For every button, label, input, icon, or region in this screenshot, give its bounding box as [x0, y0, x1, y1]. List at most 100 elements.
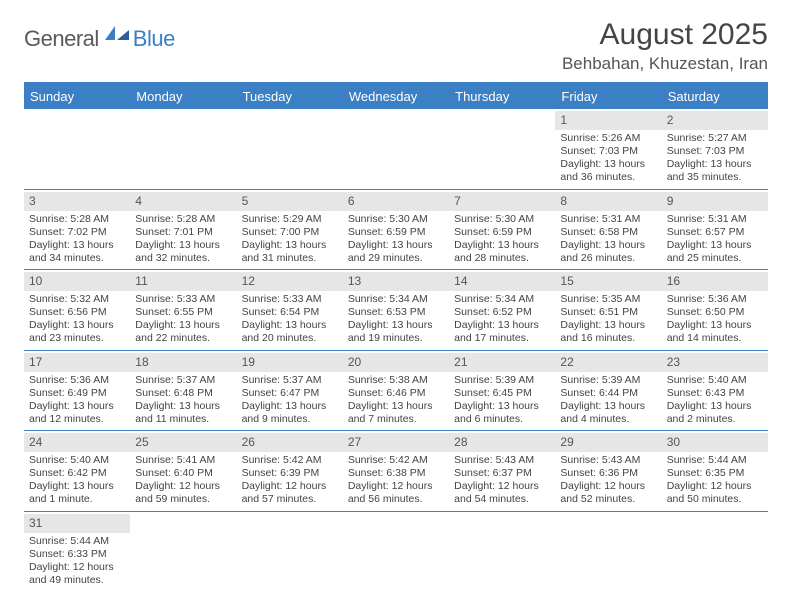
day-number: 23: [662, 353, 768, 372]
sunrise-line: Sunrise: 5:39 AM: [454, 374, 550, 387]
day-empty: [662, 512, 768, 592]
sunset-line: Sunset: 7:03 PM: [667, 145, 763, 158]
daylight-line: Daylight: 13 hours and 32 minutes.: [135, 239, 231, 265]
day-number: 30: [662, 433, 768, 452]
day-15: 15Sunrise: 5:35 AMSunset: 6:51 PMDayligh…: [555, 270, 661, 350]
sunrise-line: Sunrise: 5:38 AM: [348, 374, 444, 387]
sunset-line: Sunset: 6:48 PM: [135, 387, 231, 400]
title-block: August 2025 Behbahan, Khuzestan, Iran: [562, 18, 768, 74]
sunrise-line: Sunrise: 5:27 AM: [667, 132, 763, 145]
weekday-saturday: Saturday: [662, 84, 768, 109]
day-number: 20: [343, 353, 449, 372]
day-empty: [343, 109, 449, 189]
sunset-line: Sunset: 7:01 PM: [135, 226, 231, 239]
day-1: 1Sunrise: 5:26 AMSunset: 7:03 PMDaylight…: [555, 109, 661, 189]
daylight-line: Daylight: 13 hours and 29 minutes.: [348, 239, 444, 265]
day-number: 14: [449, 272, 555, 291]
sunrise-line: Sunrise: 5:40 AM: [29, 454, 125, 467]
day-number: 7: [449, 192, 555, 211]
day-11: 11Sunrise: 5:33 AMSunset: 6:55 PMDayligh…: [130, 270, 236, 350]
day-number: 8: [555, 192, 661, 211]
weekday-row: SundayMondayTuesdayWednesdayThursdayFrid…: [24, 84, 768, 109]
day-number: 11: [130, 272, 236, 291]
weekday-friday: Friday: [555, 84, 661, 109]
day-number: 22: [555, 353, 661, 372]
sunrise-line: Sunrise: 5:42 AM: [348, 454, 444, 467]
week-row: 1Sunrise: 5:26 AMSunset: 7:03 PMDaylight…: [24, 109, 768, 190]
daylight-line: Daylight: 13 hours and 20 minutes.: [242, 319, 338, 345]
week-row: 10Sunrise: 5:32 AMSunset: 6:56 PMDayligh…: [24, 270, 768, 351]
daylight-line: Daylight: 13 hours and 31 minutes.: [242, 239, 338, 265]
day-24: 24Sunrise: 5:40 AMSunset: 6:42 PMDayligh…: [24, 431, 130, 511]
day-31: 31Sunrise: 5:44 AMSunset: 6:33 PMDayligh…: [24, 512, 130, 592]
sunrise-line: Sunrise: 5:36 AM: [29, 374, 125, 387]
sunset-line: Sunset: 6:37 PM: [454, 467, 550, 480]
sunset-line: Sunset: 6:40 PM: [135, 467, 231, 480]
sunrise-line: Sunrise: 5:32 AM: [29, 293, 125, 306]
day-9: 9Sunrise: 5:31 AMSunset: 6:57 PMDaylight…: [662, 190, 768, 270]
location: Behbahan, Khuzestan, Iran: [562, 54, 768, 74]
day-number: 31: [24, 514, 130, 533]
sunset-line: Sunset: 6:49 PM: [29, 387, 125, 400]
sunrise-line: Sunrise: 5:41 AM: [135, 454, 231, 467]
day-number: 21: [449, 353, 555, 372]
weekday-wednesday: Wednesday: [343, 84, 449, 109]
sunrise-line: Sunrise: 5:29 AM: [242, 213, 338, 226]
sunset-line: Sunset: 6:58 PM: [560, 226, 656, 239]
day-23: 23Sunrise: 5:40 AMSunset: 6:43 PMDayligh…: [662, 351, 768, 431]
daylight-line: Daylight: 13 hours and 34 minutes.: [29, 239, 125, 265]
sunset-line: Sunset: 6:51 PM: [560, 306, 656, 319]
sunset-line: Sunset: 6:55 PM: [135, 306, 231, 319]
daylight-line: Daylight: 13 hours and 14 minutes.: [667, 319, 763, 345]
sunset-line: Sunset: 6:39 PM: [242, 467, 338, 480]
sunrise-line: Sunrise: 5:30 AM: [348, 213, 444, 226]
sunset-line: Sunset: 6:53 PM: [348, 306, 444, 319]
logo: General Blue: [24, 24, 175, 53]
day-4: 4Sunrise: 5:28 AMSunset: 7:01 PMDaylight…: [130, 190, 236, 270]
day-26: 26Sunrise: 5:42 AMSunset: 6:39 PMDayligh…: [237, 431, 343, 511]
weekday-tuesday: Tuesday: [237, 84, 343, 109]
day-empty: [449, 109, 555, 189]
logo-text-general: General: [24, 26, 99, 52]
day-number: 3: [24, 192, 130, 211]
daylight-line: Daylight: 13 hours and 23 minutes.: [29, 319, 125, 345]
sunset-line: Sunset: 6:47 PM: [242, 387, 338, 400]
week-row: 31Sunrise: 5:44 AMSunset: 6:33 PMDayligh…: [24, 512, 768, 592]
day-number: 18: [130, 353, 236, 372]
logo-text-blue: Blue: [133, 26, 175, 52]
day-number: 4: [130, 192, 236, 211]
sunset-line: Sunset: 7:03 PM: [560, 145, 656, 158]
weekday-monday: Monday: [130, 84, 236, 109]
sunset-line: Sunset: 6:42 PM: [29, 467, 125, 480]
day-empty: [130, 109, 236, 189]
day-empty: [24, 109, 130, 189]
day-number: 24: [24, 433, 130, 452]
day-number: 10: [24, 272, 130, 291]
day-28: 28Sunrise: 5:43 AMSunset: 6:37 PMDayligh…: [449, 431, 555, 511]
day-8: 8Sunrise: 5:31 AMSunset: 6:58 PMDaylight…: [555, 190, 661, 270]
header: General Blue August 2025 Behbahan, Khuze…: [24, 18, 768, 74]
daylight-line: Daylight: 13 hours and 26 minutes.: [560, 239, 656, 265]
daylight-line: Daylight: 13 hours and 4 minutes.: [560, 400, 656, 426]
day-10: 10Sunrise: 5:32 AMSunset: 6:56 PMDayligh…: [24, 270, 130, 350]
day-empty: [555, 512, 661, 592]
sunrise-line: Sunrise: 5:31 AM: [667, 213, 763, 226]
day-number: 2: [662, 111, 768, 130]
sunrise-line: Sunrise: 5:35 AM: [560, 293, 656, 306]
day-number: 12: [237, 272, 343, 291]
day-number: 28: [449, 433, 555, 452]
daylight-line: Daylight: 12 hours and 49 minutes.: [29, 561, 125, 587]
sunrise-line: Sunrise: 5:34 AM: [348, 293, 444, 306]
day-number: 19: [237, 353, 343, 372]
day-number: 9: [662, 192, 768, 211]
day-3: 3Sunrise: 5:28 AMSunset: 7:02 PMDaylight…: [24, 190, 130, 270]
sunrise-line: Sunrise: 5:37 AM: [135, 374, 231, 387]
sunset-line: Sunset: 6:33 PM: [29, 548, 125, 561]
day-16: 16Sunrise: 5:36 AMSunset: 6:50 PMDayligh…: [662, 270, 768, 350]
day-number: 5: [237, 192, 343, 211]
daylight-line: Daylight: 13 hours and 25 minutes.: [667, 239, 763, 265]
day-empty: [237, 512, 343, 592]
daylight-line: Daylight: 12 hours and 52 minutes.: [560, 480, 656, 506]
daylight-line: Daylight: 13 hours and 11 minutes.: [135, 400, 231, 426]
sunrise-line: Sunrise: 5:33 AM: [135, 293, 231, 306]
